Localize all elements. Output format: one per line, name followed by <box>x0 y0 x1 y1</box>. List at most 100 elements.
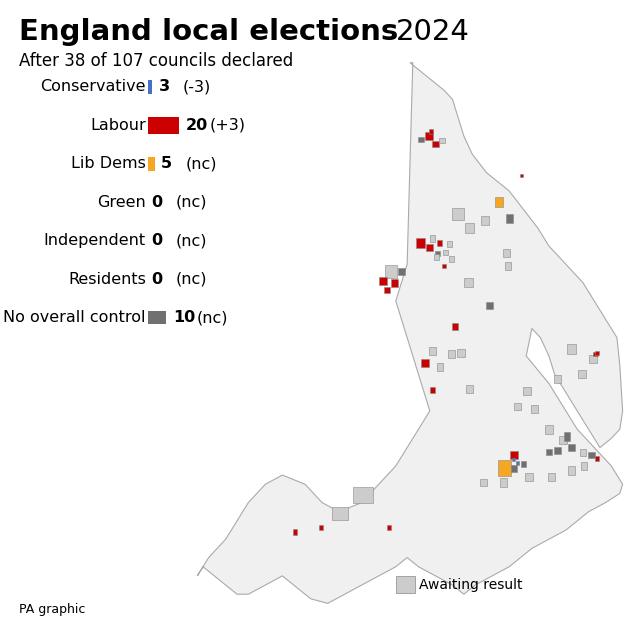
Polygon shape <box>332 507 348 520</box>
Polygon shape <box>531 406 538 413</box>
Polygon shape <box>458 349 465 357</box>
Text: Independent: Independent <box>44 233 146 248</box>
Polygon shape <box>440 138 445 144</box>
Polygon shape <box>430 387 435 392</box>
Polygon shape <box>512 457 515 461</box>
Polygon shape <box>505 263 511 270</box>
Polygon shape <box>436 364 444 370</box>
Polygon shape <box>434 255 439 260</box>
Polygon shape <box>510 451 518 459</box>
Polygon shape <box>593 352 598 357</box>
Polygon shape <box>385 287 390 293</box>
Polygon shape <box>589 355 597 363</box>
Polygon shape <box>443 249 448 255</box>
Polygon shape <box>506 214 513 222</box>
Polygon shape <box>568 444 575 451</box>
Text: (+3): (+3) <box>210 118 246 133</box>
Polygon shape <box>578 370 586 379</box>
Polygon shape <box>385 265 397 278</box>
Text: 0: 0 <box>151 272 162 287</box>
Polygon shape <box>520 174 524 177</box>
Polygon shape <box>425 132 433 140</box>
Text: 0: 0 <box>151 233 162 248</box>
Text: 10: 10 <box>173 310 195 325</box>
Polygon shape <box>442 264 446 268</box>
Text: (-3): (-3) <box>183 79 211 94</box>
Polygon shape <box>546 449 552 455</box>
Text: Residents: Residents <box>68 272 146 287</box>
Polygon shape <box>499 460 511 476</box>
Polygon shape <box>545 425 553 434</box>
Text: Lib Dems: Lib Dems <box>71 156 146 171</box>
Polygon shape <box>481 215 490 225</box>
Polygon shape <box>486 302 493 309</box>
Polygon shape <box>516 461 519 465</box>
Polygon shape <box>595 456 599 461</box>
Text: PA graphic: PA graphic <box>19 603 86 616</box>
Polygon shape <box>568 466 575 474</box>
Polygon shape <box>436 240 442 246</box>
Polygon shape <box>559 436 567 444</box>
Polygon shape <box>554 447 561 454</box>
Polygon shape <box>581 462 587 469</box>
Polygon shape <box>398 268 404 275</box>
Text: (nc): (nc) <box>186 156 217 171</box>
Text: 20: 20 <box>186 118 208 133</box>
Text: 5: 5 <box>161 156 172 171</box>
Text: Awaiting result: Awaiting result <box>419 578 522 592</box>
Polygon shape <box>429 347 436 355</box>
Text: (nc): (nc) <box>175 272 207 287</box>
Polygon shape <box>419 137 424 142</box>
Polygon shape <box>319 525 323 530</box>
Text: 3: 3 <box>159 79 170 94</box>
Polygon shape <box>500 478 508 486</box>
Polygon shape <box>432 141 439 147</box>
Polygon shape <box>524 387 531 395</box>
Polygon shape <box>452 208 464 220</box>
Text: Green: Green <box>97 195 146 210</box>
Text: England local elections: England local elections <box>19 18 399 45</box>
Polygon shape <box>421 359 429 367</box>
Polygon shape <box>525 472 533 481</box>
Polygon shape <box>464 278 472 287</box>
Text: After 38 of 107 councils declared: After 38 of 107 councils declared <box>19 52 294 70</box>
Polygon shape <box>426 244 433 251</box>
Polygon shape <box>595 351 599 355</box>
Text: Labour: Labour <box>90 118 146 133</box>
Polygon shape <box>449 256 454 262</box>
Polygon shape <box>495 197 503 207</box>
Polygon shape <box>514 403 522 410</box>
Text: 2024: 2024 <box>396 18 469 45</box>
Polygon shape <box>447 241 452 247</box>
Polygon shape <box>502 249 510 258</box>
Text: No overall control: No overall control <box>3 310 146 325</box>
Polygon shape <box>415 238 425 248</box>
Polygon shape <box>548 472 556 481</box>
Polygon shape <box>480 479 488 486</box>
Polygon shape <box>380 277 387 285</box>
Polygon shape <box>292 529 297 535</box>
Polygon shape <box>452 323 458 330</box>
Text: 0: 0 <box>151 195 162 210</box>
Polygon shape <box>465 222 474 232</box>
Polygon shape <box>567 343 576 353</box>
Text: (nc): (nc) <box>197 310 228 325</box>
Polygon shape <box>448 350 455 358</box>
Text: (nc): (nc) <box>175 195 207 210</box>
Polygon shape <box>466 386 473 392</box>
Polygon shape <box>387 525 391 530</box>
Polygon shape <box>435 251 440 256</box>
Text: (nc): (nc) <box>175 233 207 248</box>
Polygon shape <box>511 466 516 472</box>
Polygon shape <box>564 432 570 441</box>
Polygon shape <box>353 487 373 503</box>
Polygon shape <box>197 63 623 604</box>
Polygon shape <box>391 278 398 287</box>
Polygon shape <box>554 375 561 382</box>
Polygon shape <box>588 452 595 458</box>
Polygon shape <box>430 236 435 242</box>
Polygon shape <box>580 449 586 456</box>
Polygon shape <box>429 129 433 134</box>
Text: Conservative: Conservative <box>40 79 146 94</box>
Polygon shape <box>521 461 525 467</box>
